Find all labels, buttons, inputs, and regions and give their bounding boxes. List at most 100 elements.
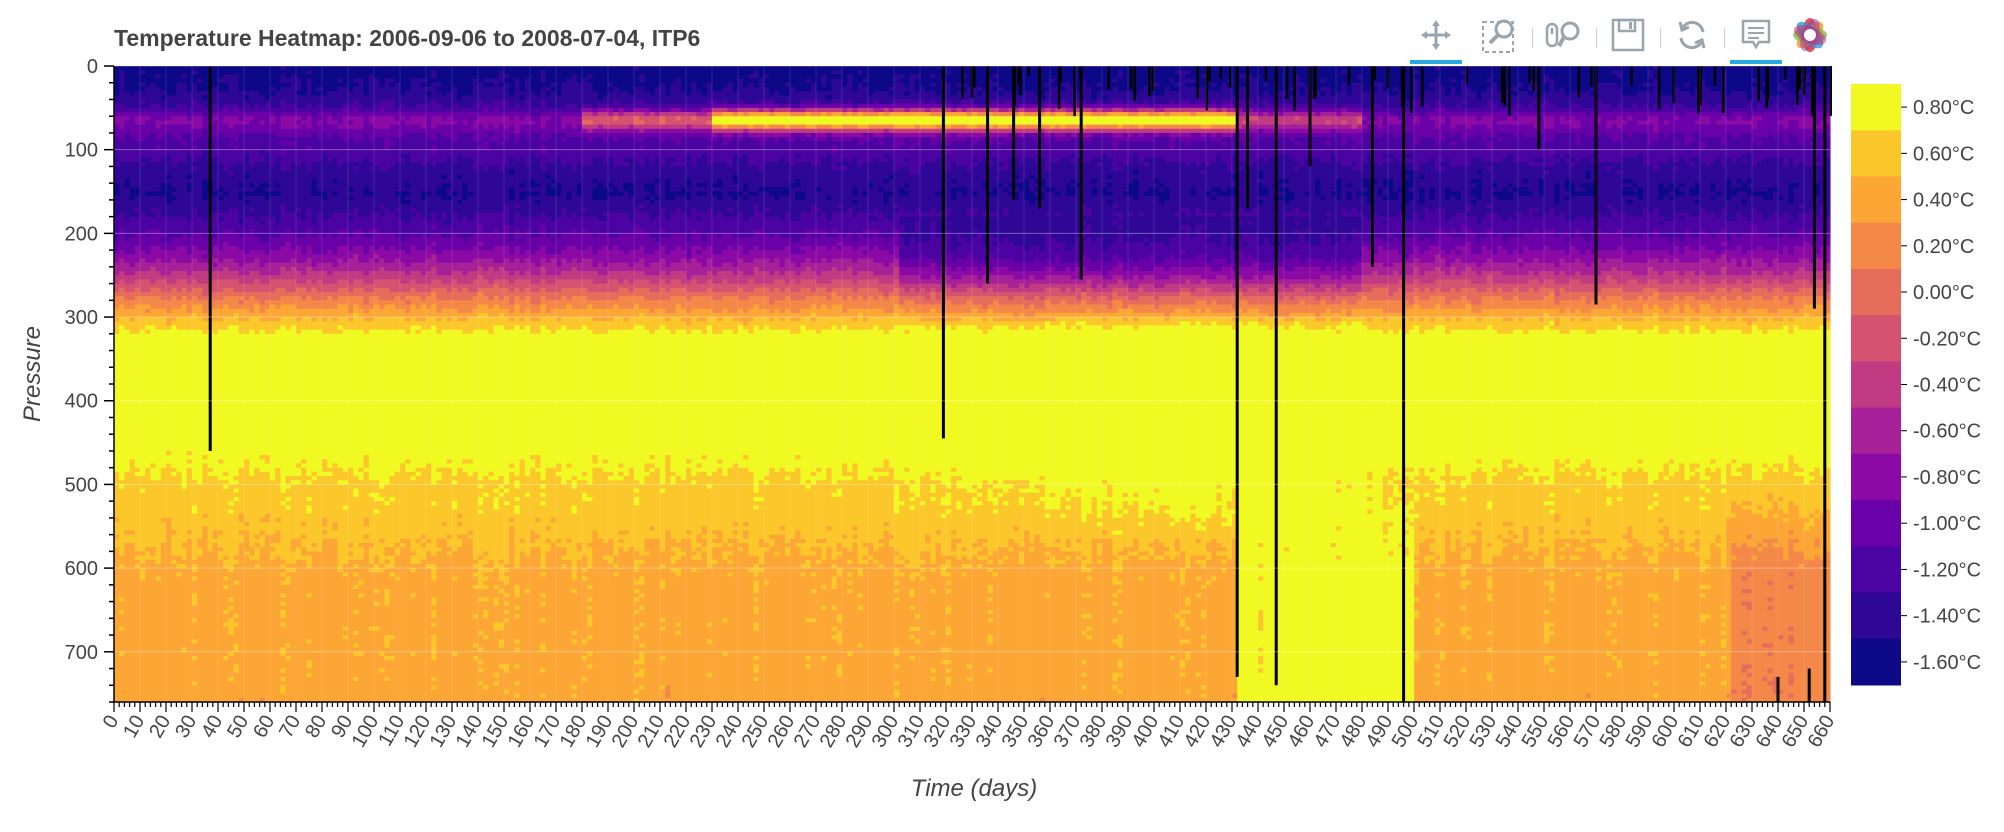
heatmap-cell: [275, 183, 281, 188]
heatmap-cell: [332, 538, 339, 703]
heatmap-cell: [150, 245, 157, 264]
heatmap-cell: [530, 254, 536, 264]
heatmap-cell: [462, 262, 469, 276]
heatmap-cell: [738, 132, 744, 138]
heatmap-cell: [426, 66, 432, 88]
heatmap-cell: [368, 107, 375, 113]
heatmap-cell: [275, 530, 281, 544]
heatmap-cell: [831, 212, 838, 230]
heatmap-cell: [857, 271, 864, 280]
heatmap-cell: [233, 74, 240, 105]
heatmap-cell: [566, 103, 573, 113]
heatmap-cell: [524, 137, 531, 168]
heatmap-cell: [155, 86, 162, 105]
heatmap-cell: [244, 291, 250, 301]
heatmap-cell: [436, 187, 443, 197]
heatmap-cell: [764, 162, 770, 188]
heatmap-cell: [519, 187, 526, 193]
heatmap-cell: [556, 321, 562, 331]
heatmap-cell: [654, 116, 661, 126]
heatmap-cell: [452, 480, 458, 486]
heatmap-cell: [727, 563, 734, 573]
heatmap-cell: [758, 501, 765, 540]
heatmap-cell: [296, 245, 302, 264]
heatmap-cell: [514, 279, 521, 289]
heatmap-cell: [535, 333, 541, 456]
heatmap-cell: [868, 250, 874, 260]
heatmap-cell: [748, 166, 755, 193]
heatmap-cell: [426, 86, 432, 92]
heatmap-cell: [368, 626, 375, 632]
plot-area[interactable]: [113, 65, 1833, 703]
heatmap-cell: [207, 476, 214, 552]
heatmap-cell: [691, 308, 697, 318]
heatmap-cell: [514, 505, 521, 515]
heatmap-cell: [821, 212, 827, 230]
heatmap-cell: [181, 103, 188, 113]
heatmap-cell: [498, 124, 505, 138]
heatmap-cell: [852, 195, 859, 201]
heatmap-cell: [462, 112, 469, 121]
heatmap-cell: [478, 166, 484, 214]
heatmap-cell: [316, 124, 323, 138]
heatmap-cell: [550, 66, 557, 84]
heatmap-cell: [415, 78, 422, 105]
heatmap-cell: [493, 229, 500, 247]
heatmap-cell: [181, 543, 188, 548]
heatmap-cell: [899, 572, 905, 578]
heatmap-cell: [472, 317, 479, 331]
heatmap-cell: [888, 107, 895, 113]
heatmap-cell: [327, 66, 333, 92]
heatmap-cell: [758, 191, 765, 214]
heatmap-cell: [264, 183, 271, 188]
heatmap-cell: [244, 333, 250, 460]
heatmap-cell: [223, 614, 229, 624]
heatmap-cell: [748, 275, 755, 280]
heatmap-cell: [223, 137, 229, 172]
heatmap-cell: [587, 258, 593, 272]
heatmap-cell: [415, 283, 422, 293]
heatmap-cell: [712, 195, 718, 218]
heatmap-cell: [337, 325, 344, 331]
heatmap-cell: [129, 162, 136, 188]
heatmap-cell: [712, 530, 718, 536]
heatmap-cell: [452, 162, 458, 193]
heatmap-cell: [124, 107, 131, 113]
heatmap-cell: [181, 559, 188, 565]
heatmap-cell: [114, 137, 120, 159]
heatmap-cell: [192, 685, 198, 703]
heatmap-cell: [592, 132, 599, 138]
heatmap-cell: [587, 300, 593, 306]
heatmap-cell: [608, 191, 614, 197]
heatmap-cell: [836, 664, 843, 678]
heatmap-cell: [462, 321, 469, 335]
heatmap-cell: [826, 237, 833, 251]
heatmap-cell: [691, 568, 697, 573]
heatmap-cell: [660, 655, 666, 661]
heatmap-cell: [842, 112, 848, 117]
heatmap-cell: [467, 66, 474, 96]
heatmap-cell: [618, 66, 625, 92]
heatmap-cell: [805, 212, 812, 230]
heatmap-cell: [431, 484, 437, 502]
heatmap-cell: [628, 116, 635, 126]
heatmap-cell: [348, 124, 354, 130]
heatmap-cell: [556, 95, 562, 109]
heatmap-cell: [888, 132, 895, 138]
heatmap-cell: [847, 471, 853, 477]
heatmap-cell: [639, 296, 645, 310]
heatmap-cell: [696, 321, 703, 331]
heatmap-cell: [472, 643, 479, 649]
heatmap-cell: [545, 162, 552, 176]
heatmap-cell: [764, 137, 770, 142]
heatmap-cell: [800, 250, 807, 255]
heatmap-cell: [587, 166, 593, 218]
heatmap-cell: [852, 199, 859, 205]
heatmap-cell: [493, 262, 500, 272]
heatmap-cell: [223, 559, 229, 569]
heatmap-cell: [119, 128, 125, 142]
heatmap-cell: [493, 597, 500, 607]
heatmap-cell: [628, 317, 635, 331]
heatmap-cell: [582, 676, 588, 682]
heatmap-cell: [675, 208, 682, 234]
